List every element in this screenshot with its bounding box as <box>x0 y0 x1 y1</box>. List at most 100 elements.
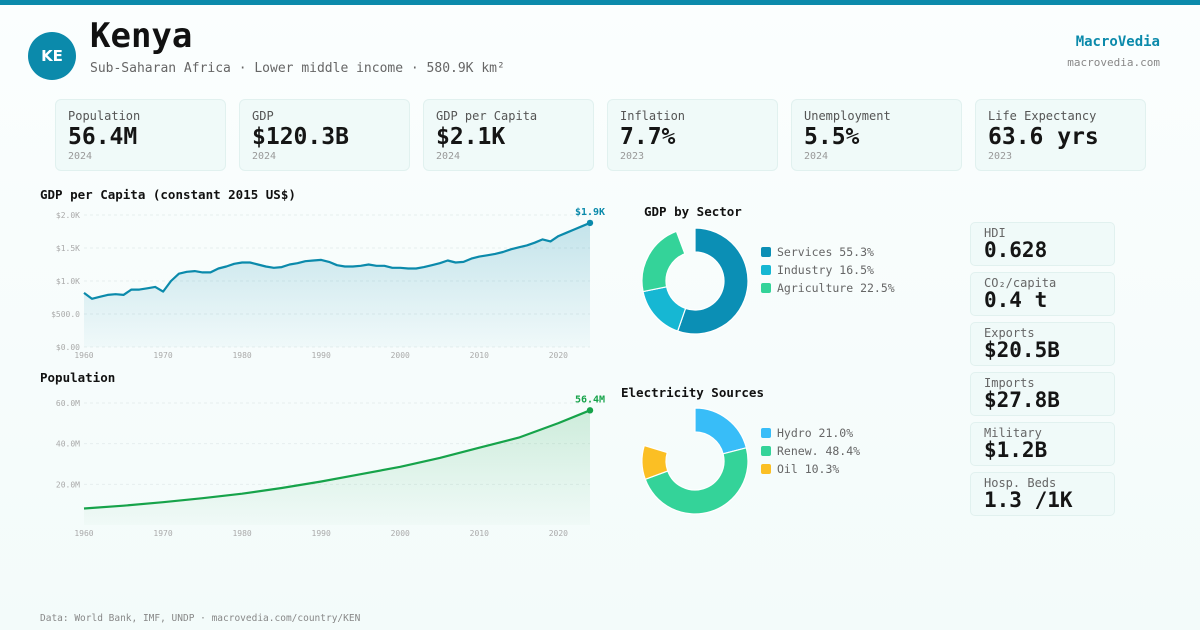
x-tick-label: 2010 <box>470 529 489 538</box>
stat-card-gdp-per-capita: GDP per Capita $2.1K 2024 <box>423 99 594 171</box>
swatch-hydro <box>761 428 771 438</box>
stat-label: Inflation <box>620 109 686 123</box>
slice-services <box>676 227 749 335</box>
side-value: 0.628 <box>984 238 1048 262</box>
x-tick-label: 2000 <box>391 529 410 538</box>
x-tick-label: 1960 <box>74 351 93 360</box>
x-tick-label: 1990 <box>312 351 331 360</box>
stat-year: 2024 <box>436 151 461 162</box>
side-label: Hosp. Beds <box>984 476 1057 490</box>
slice-hydro <box>694 407 748 455</box>
stat-year: 2023 <box>620 151 645 162</box>
end-value-label: $1.9K <box>575 207 605 218</box>
top-accent-bar <box>0 0 1200 5</box>
swatch-agriculture <box>761 283 771 293</box>
legend-label: Hydro 21.0% <box>777 426 854 440</box>
stat-label: Unemployment <box>804 109 891 123</box>
slice-oil <box>641 444 669 481</box>
stat-card-life-expectancy: Life Expectancy 63.6 yrs 2023 <box>975 99 1146 171</box>
swatch-industry <box>761 265 771 275</box>
y-tick-label: $1.5K <box>56 244 80 253</box>
side-value: $27.8B <box>984 388 1060 412</box>
side-label: Military <box>984 426 1042 440</box>
gdp-sector-donut <box>641 227 749 335</box>
population-line <box>83 409 591 510</box>
end-value-label: 56.4M <box>575 394 605 405</box>
country-code-badge: KE <box>28 32 76 80</box>
gdp-per-capita-chart: $0.00 $500.0 $1.0K $1.5K $2.0K 1960 1970 1980 19… <box>51 207 605 360</box>
x-tick-label: 1960 <box>74 529 93 538</box>
stat-card-population: Population 56.4M 2024 <box>55 99 226 171</box>
side-value: 0.4 t <box>984 288 1048 312</box>
gdp-chart-title: GDP per Capita (constant 2015 US$) <box>40 187 296 202</box>
stat-card-unemployment: Unemployment 5.5% 2024 <box>791 99 962 171</box>
y-tick-label: 40.0M <box>56 440 80 449</box>
swatch-oil <box>761 464 771 474</box>
stat-card-gdp: GDP $120.3B 2024 <box>239 99 410 171</box>
side-label: Exports <box>984 326 1035 340</box>
side-card-co2: CO₂/capita 0.4 t <box>970 272 1115 316</box>
electricity-legend: Hydro 21.0% Renew. 48.4% Oil 10.3% <box>761 424 860 478</box>
y-tick-label: $1.0K <box>56 277 80 286</box>
gdp-line <box>83 221 591 300</box>
legend-label: Industry 16.5% <box>777 263 874 277</box>
legend-label: Agriculture 22.5% <box>777 281 895 295</box>
stat-value: 5.5% <box>804 124 860 150</box>
x-tick-label: 1980 <box>232 529 251 538</box>
legend-label: Oil 10.3% <box>777 462 840 476</box>
slice-renew <box>644 447 749 515</box>
stat-label: Population <box>68 109 141 123</box>
country-subtitle: Sub-Saharan Africa · Lower middle income… <box>90 61 505 76</box>
sector-legend: Services 55.3% Industry 16.5% Agricultur… <box>761 243 895 297</box>
stat-year: 2024 <box>252 151 277 162</box>
legend-label: Renew. 48.4% <box>777 444 861 458</box>
x-tick-label: 2010 <box>470 351 489 360</box>
side-value: $1.2B <box>984 438 1048 462</box>
stat-year: 2024 <box>804 151 829 162</box>
end-point <box>586 219 594 227</box>
area-fill <box>84 410 590 525</box>
legend-item-oil: Oil 10.3% <box>761 460 860 478</box>
side-card-exports: Exports $20.5B <box>970 322 1115 366</box>
legend-item-services: Services 55.3% <box>761 243 895 261</box>
stat-year: 2023 <box>988 151 1013 162</box>
population-chart-title: Population <box>40 370 116 385</box>
stat-label: GDP <box>252 109 274 123</box>
area-fill <box>84 222 590 347</box>
legend-item-renewables: Renew. 48.4% <box>761 442 860 460</box>
sector-chart-title: GDP by Sector <box>644 204 742 219</box>
electricity-sources-donut <box>641 407 749 515</box>
stat-value: 56.4M <box>68 124 138 150</box>
brand-url[interactable]: macrovedia.com <box>1067 56 1160 69</box>
side-card-hospital-beds: Hosp. Beds 1.3 /1K <box>970 472 1115 516</box>
brand-name[interactable]: MacroVedia <box>1075 34 1160 50</box>
y-tick-label: $2.0K <box>56 211 80 220</box>
stat-label: Life Expectancy <box>988 109 1097 123</box>
end-point <box>586 407 594 414</box>
legend-item-industry: Industry 16.5% <box>761 261 895 279</box>
legend-item-hydro: Hydro 21.0% <box>761 424 860 442</box>
stat-year: 2024 <box>68 151 93 162</box>
side-value: $20.5B <box>984 338 1060 362</box>
stat-card-inflation: Inflation 7.7% 2023 <box>607 99 778 171</box>
side-label: Imports <box>984 376 1035 390</box>
side-card-hdi: HDI 0.628 <box>970 222 1115 266</box>
side-card-military: Military $1.2B <box>970 422 1115 466</box>
side-label: CO₂/capita <box>984 276 1057 290</box>
stat-value: 7.7% <box>620 124 676 150</box>
side-value: 1.3 /1K <box>984 488 1073 512</box>
side-label: HDI <box>984 226 1006 240</box>
y-tick-label: $0.00 <box>56 343 80 352</box>
y-tick-label: 20.0M <box>56 480 80 489</box>
swatch-renewables <box>761 446 771 456</box>
population-chart: 20.0M 40.0M 60.0M 1960 1970 1980 1990 2000 2010 2… <box>56 394 605 538</box>
x-tick-label: 1980 <box>232 351 251 360</box>
x-tick-label: 2000 <box>391 351 410 360</box>
swatch-services <box>761 247 771 257</box>
x-tick-label: 1970 <box>153 529 172 538</box>
y-tick-label: $500.0 <box>51 310 80 319</box>
stat-value: $2.1K <box>436 124 506 150</box>
stat-label: GDP per Capita <box>436 109 538 123</box>
x-tick-label: 1990 <box>312 529 331 538</box>
stat-value: $120.3B <box>252 124 349 150</box>
